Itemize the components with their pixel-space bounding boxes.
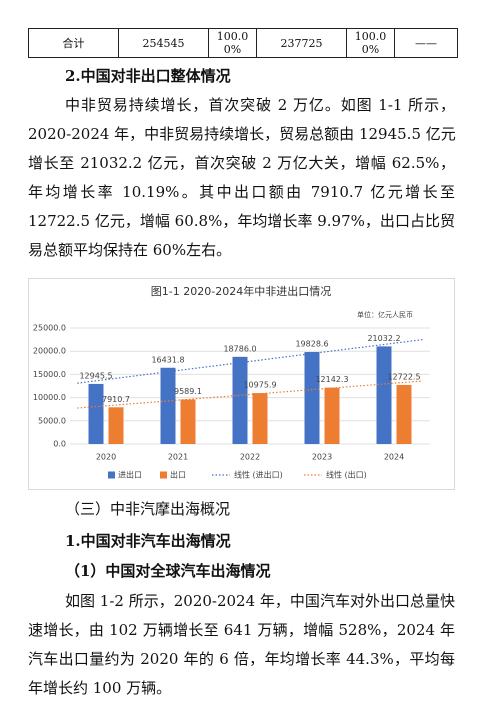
text-line: 年均增长率 10.19%。其中出口额由 7910.7 亿元增长至 <box>28 183 455 201</box>
x-tick-label: 2024 <box>384 453 404 462</box>
heading: （1）中国对全球汽车出海情况 <box>65 562 271 580</box>
bar <box>304 351 320 444</box>
value-label: 18786.0 <box>223 344 256 353</box>
cell: 237725 <box>256 28 347 58</box>
chart: 图1-1 2020-2024年中非进出口情况 单位：亿元人民币 0.0 5000.… <box>28 278 455 490</box>
y-tick-label: 25000.0 <box>33 324 66 333</box>
table-row: 合计 254545 100.00% 237725 100.00% —— <box>28 28 458 58</box>
cell: 100.00% <box>346 28 395 58</box>
text-line: 增长至 21032.2 亿元，首次突破 2 万亿大关，增幅 62.5%， <box>28 154 455 172</box>
heading: 2.中国对非出口整体情况 <box>65 67 231 85</box>
text-line: 2020-2024 年，中非贸易持续增长，贸易总额由 12945.5 亿元 <box>28 125 456 143</box>
legend-label: 出口 <box>170 470 186 480</box>
bar <box>88 383 104 444</box>
legend-swatch <box>160 471 167 479</box>
text-line: 12722.5 亿元，增幅 60.8%，年均增长率 9.97%，出口占比贸 <box>28 212 455 230</box>
heading: （三）中非汽摩出海概况 <box>65 500 231 518</box>
chart-title: 图1-1 2020-2024年中非进出口情况 <box>151 284 331 298</box>
x-tick-label: 2022 <box>240 453 260 462</box>
value-label: 21032.2 <box>367 334 400 343</box>
text-line: 如图 1-2 所示，2020-2024 年，中国汽车对外出口总量快 <box>65 592 455 610</box>
bar <box>396 384 412 444</box>
summary-table: 合计 254545 100.00% 237725 100.00% —— <box>28 28 458 58</box>
bar <box>160 367 176 444</box>
value-label: 12722.5 <box>387 372 420 381</box>
text-line: 易总额平均保持在 60%左右。 <box>28 241 232 259</box>
legend-swatch <box>108 471 115 479</box>
x-tick-label: 2020 <box>96 453 116 462</box>
value-label: 12142.3 <box>315 375 348 384</box>
x-tick-label: 2021 <box>168 453 188 462</box>
unit-label: 单位：亿元人民币 <box>357 310 413 319</box>
text-line: 速增长，由 102 万辆增长至 641 万辆，增幅 528%，2024 年 <box>28 621 455 639</box>
legend-label: 进出口 <box>118 470 142 480</box>
value-label: 9589.1 <box>174 387 202 396</box>
text-line: 年增长约 100 万辆。 <box>28 679 172 697</box>
legend-label: 线性 (进出口) <box>234 470 283 480</box>
y-tick-label: 20000.0 <box>33 347 66 356</box>
value-label: 16431.8 <box>151 355 184 364</box>
bar <box>324 387 340 444</box>
heading: 1.中国对非汽车出海情况 <box>65 532 231 550</box>
x-tick-label: 2023 <box>312 453 332 462</box>
legend-label: 线性 (出口) <box>326 470 367 480</box>
bar <box>376 346 392 444</box>
text-line: 汽车出口量约为 2020 年的 6 倍，年均增长率 44.3%，平均每 <box>28 650 455 668</box>
bar <box>252 393 268 444</box>
bar <box>232 356 248 444</box>
y-tick-label: 10000.0 <box>33 393 66 402</box>
value-label: 7910.7 <box>102 395 130 404</box>
cell: 100.00% <box>208 28 257 58</box>
value-label: 10975.9 <box>243 381 276 390</box>
value-label: 12945.5 <box>79 371 112 380</box>
cell: 合计 <box>28 28 119 58</box>
bar <box>108 407 124 444</box>
cell: 254545 <box>118 28 209 58</box>
y-tick-label: 5000.0 <box>38 416 66 425</box>
bar <box>180 399 196 444</box>
text-line: 中非贸易持续增长，首次突破 2 万亿。如图 1-1 所示， <box>65 96 455 114</box>
y-tick-label: 0.0 <box>53 440 66 449</box>
cell: —— <box>394 28 458 58</box>
y-tick-label: 15000.0 <box>33 370 66 379</box>
value-label: 19828.6 <box>295 339 328 348</box>
